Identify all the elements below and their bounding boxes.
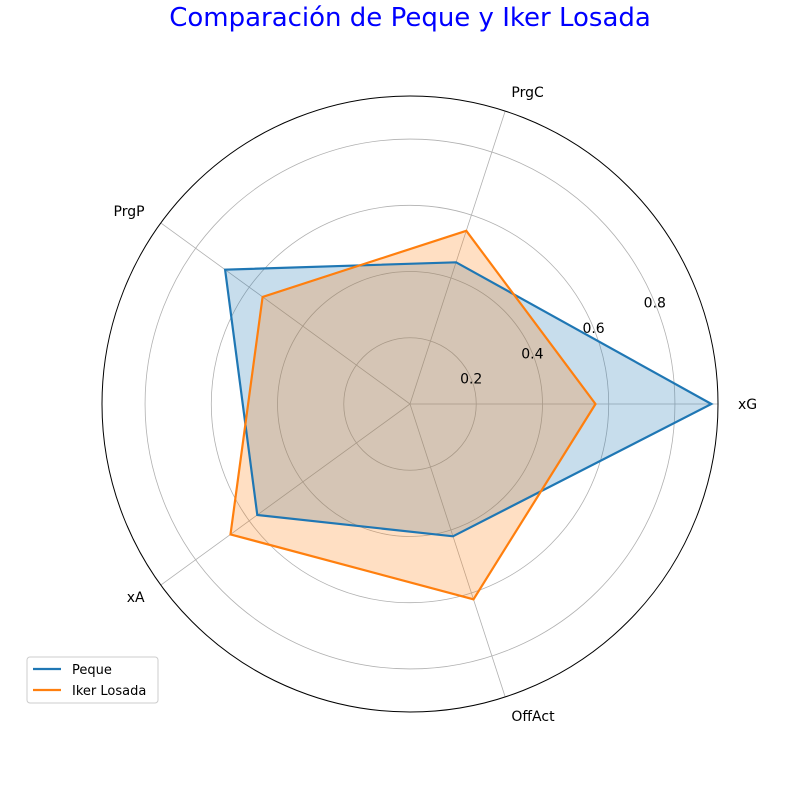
radial-tick-label: 0.8 — [644, 296, 666, 312]
category-labels: xG PrgC PrgP xA OffAct — [114, 85, 758, 725]
outer-frame — [101, 95, 719, 713]
category-label-xg: xG — [738, 397, 757, 413]
chart-title: Comparación de Peque y Iker Losada — [169, 3, 651, 33]
spoke-prgp — [160, 222, 411, 405]
spoke-prgc — [409, 110, 506, 405]
legend: Peque Iker Losada — [26, 656, 159, 704]
radial-tick-label: 0.2 — [460, 372, 482, 388]
radial-tick-label: 0.4 — [521, 346, 543, 362]
category-spokes — [160, 110, 718, 698]
category-label-prgc: PrgC — [511, 85, 544, 101]
series-area-iker-losada — [230, 230, 596, 600]
series-area-peque — [225, 262, 712, 537]
spoke-xa — [160, 403, 411, 586]
radial-tick-labels: 0.2 0.4 0.6 0.8 — [460, 296, 666, 388]
series-line-iker-losada — [229, 229, 597, 601]
legend-label-peque: Peque — [72, 663, 112, 678]
radial-tick-label: 0.6 — [582, 321, 604, 337]
series-line-peque — [223, 261, 714, 538]
spoke-offact — [409, 403, 506, 698]
legend-label-iker-losada: Iker Losada — [72, 684, 146, 699]
category-label-offact: OffAct — [511, 709, 555, 725]
category-label-xa: xA — [127, 590, 145, 606]
category-label-prgp: PrgP — [114, 204, 145, 220]
series-layer — [223, 229, 714, 601]
